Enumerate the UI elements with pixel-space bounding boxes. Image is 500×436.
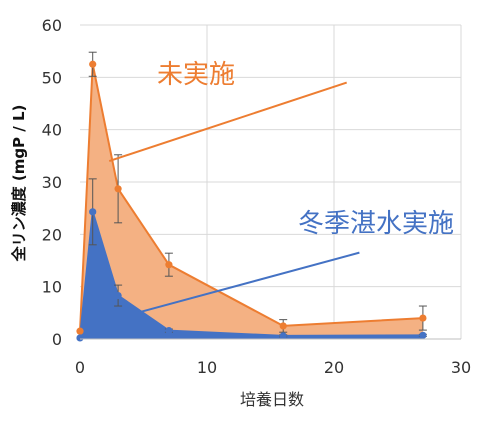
annotation-leader	[108, 81, 348, 163]
annotation-leader	[136, 251, 360, 314]
y-tick-label: 0	[52, 330, 62, 349]
y-tick-label: 60	[42, 16, 62, 35]
y-tick-label: 20	[42, 225, 62, 244]
data-point	[89, 60, 97, 68]
series-line-0	[79, 64, 423, 332]
series-areas	[79, 64, 423, 339]
data-point	[165, 261, 173, 269]
data-point	[419, 331, 427, 339]
x-tick-label: 20	[324, 358, 344, 377]
x-axis-title: 培養日数	[240, 390, 304, 409]
data-point	[114, 291, 122, 300]
y-tick-label: 40	[42, 121, 62, 140]
area-0	[80, 64, 423, 339]
x-tick-label: 10	[197, 358, 217, 377]
data-point	[89, 208, 97, 216]
data-point	[279, 322, 287, 330]
annotation-label: 未実施	[157, 60, 235, 90]
data-point	[76, 327, 84, 335]
x-tick-label: 0	[75, 358, 85, 377]
y-axis-title: 全リン濃度 (mgP / L)	[10, 105, 28, 263]
annotation-label: 冬季湛水実施	[298, 209, 454, 239]
tick-labels: 0 10 20 30 0 10 20 30 40 50 60	[42, 16, 472, 377]
data-point	[76, 334, 84, 342]
data-point	[419, 314, 427, 322]
area-1	[80, 211, 423, 339]
y-tick-label: 10	[42, 278, 62, 297]
y-tick-label: 30	[42, 173, 62, 192]
data-point	[279, 332, 287, 340]
data-point	[165, 327, 173, 335]
x-tick-label: 30	[451, 358, 471, 377]
data-points	[76, 60, 427, 342]
series-line-1	[79, 211, 423, 339]
y-tick-label: 50	[42, 68, 62, 87]
data-point	[114, 185, 122, 193]
